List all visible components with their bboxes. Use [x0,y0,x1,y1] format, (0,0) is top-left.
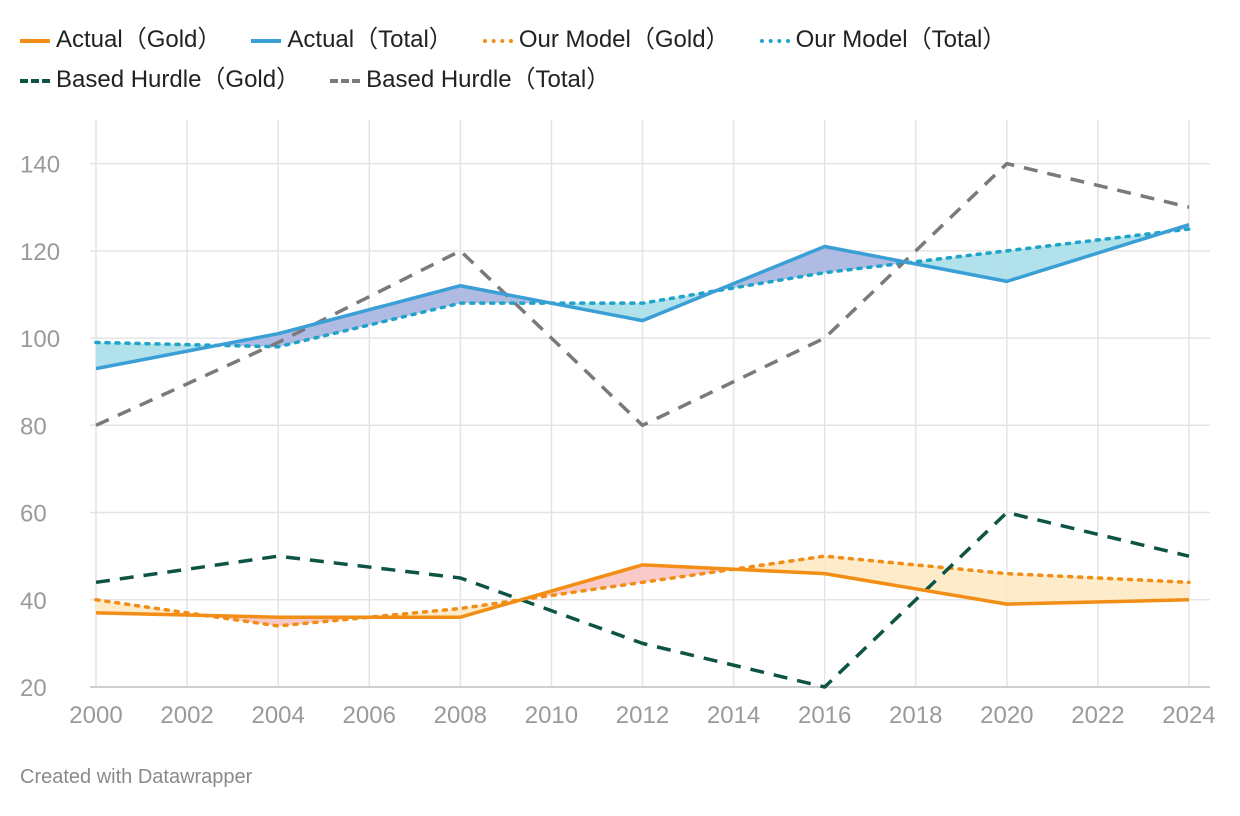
series-line-4 [95,510,1190,689]
line-layer [94,161,1191,689]
series-line-5 [95,161,1190,428]
y-axis: 20 40 60 80 100 120 140 [20,152,60,702]
x-tick-label: 2024 [1162,702,1215,729]
x-tick-label: 2006 [343,702,396,729]
x-tick-label: 2000 [69,702,122,729]
legend-label: Actual（Total） [287,26,453,53]
x-tick-label: 2002 [160,702,213,729]
legend-swatch [330,78,361,83]
legend-item: Our Model（Total） [759,20,1007,60]
x-axis: 2000 2002 2004 2006 2008 2010 2012 2014 2016 2018… [69,702,1215,729]
x-tick-label: 2010 [525,702,578,729]
gold-diff-area [1006,573,1189,605]
legend-item: Actual（Total） [251,20,453,60]
x-tick-label: 2014 [707,702,760,729]
legend-item: Actual（Gold） [20,20,221,60]
legend-item: Our Model（Gold） [482,20,730,60]
x-tick-label: 2004 [251,702,304,729]
legend-label: Based Hurdle（Gold） [56,66,301,93]
y-tick-label: 40 [20,588,47,615]
legend-swatch [482,38,513,43]
y-tick-label: 60 [20,501,47,528]
y-tick-label: 120 [20,239,60,266]
legend-swatch [20,38,50,43]
series-line-0 [95,563,1190,619]
total-diff-area [278,285,461,347]
x-tick-label: 2018 [889,702,942,729]
footer-credit: Created with Datawrapper [20,766,253,788]
x-tick-label: 2008 [434,702,487,729]
total-diff-area [824,246,909,273]
legend-label: Our Model（Total） [795,26,1007,53]
y-tick-label: 20 [20,675,47,702]
series-line-3 [94,227,1191,349]
y-tick-label: 140 [20,152,60,179]
legend-item: Based Hurdle（Gold） [20,60,300,100]
x-tick-label: 2012 [616,702,669,729]
series-line-2 [94,554,1191,628]
series-line-1 [95,223,1190,371]
legend-label: Actual（Gold） [56,26,222,53]
gold-diff-area [824,556,1007,605]
y-tick-label: 100 [20,326,60,353]
legend-label: Our Model（Gold） [518,26,730,53]
legend-swatch [20,78,50,83]
legend-swatch [759,38,790,43]
x-tick-label: 2020 [980,702,1033,729]
legend-swatch [251,38,282,43]
chart-legend: Actual（Gold） Actual（Total） Our Model（Gold）… [20,20,1220,100]
legend-label: Based Hurdle（Total） [366,66,611,93]
x-tick-label: 2022 [1071,702,1124,729]
y-tick-label: 80 [20,413,47,440]
legend-item: Based Hurdle（Total） [330,60,610,100]
total-diff-area [908,250,1007,282]
x-tick-label: 2016 [798,702,851,729]
